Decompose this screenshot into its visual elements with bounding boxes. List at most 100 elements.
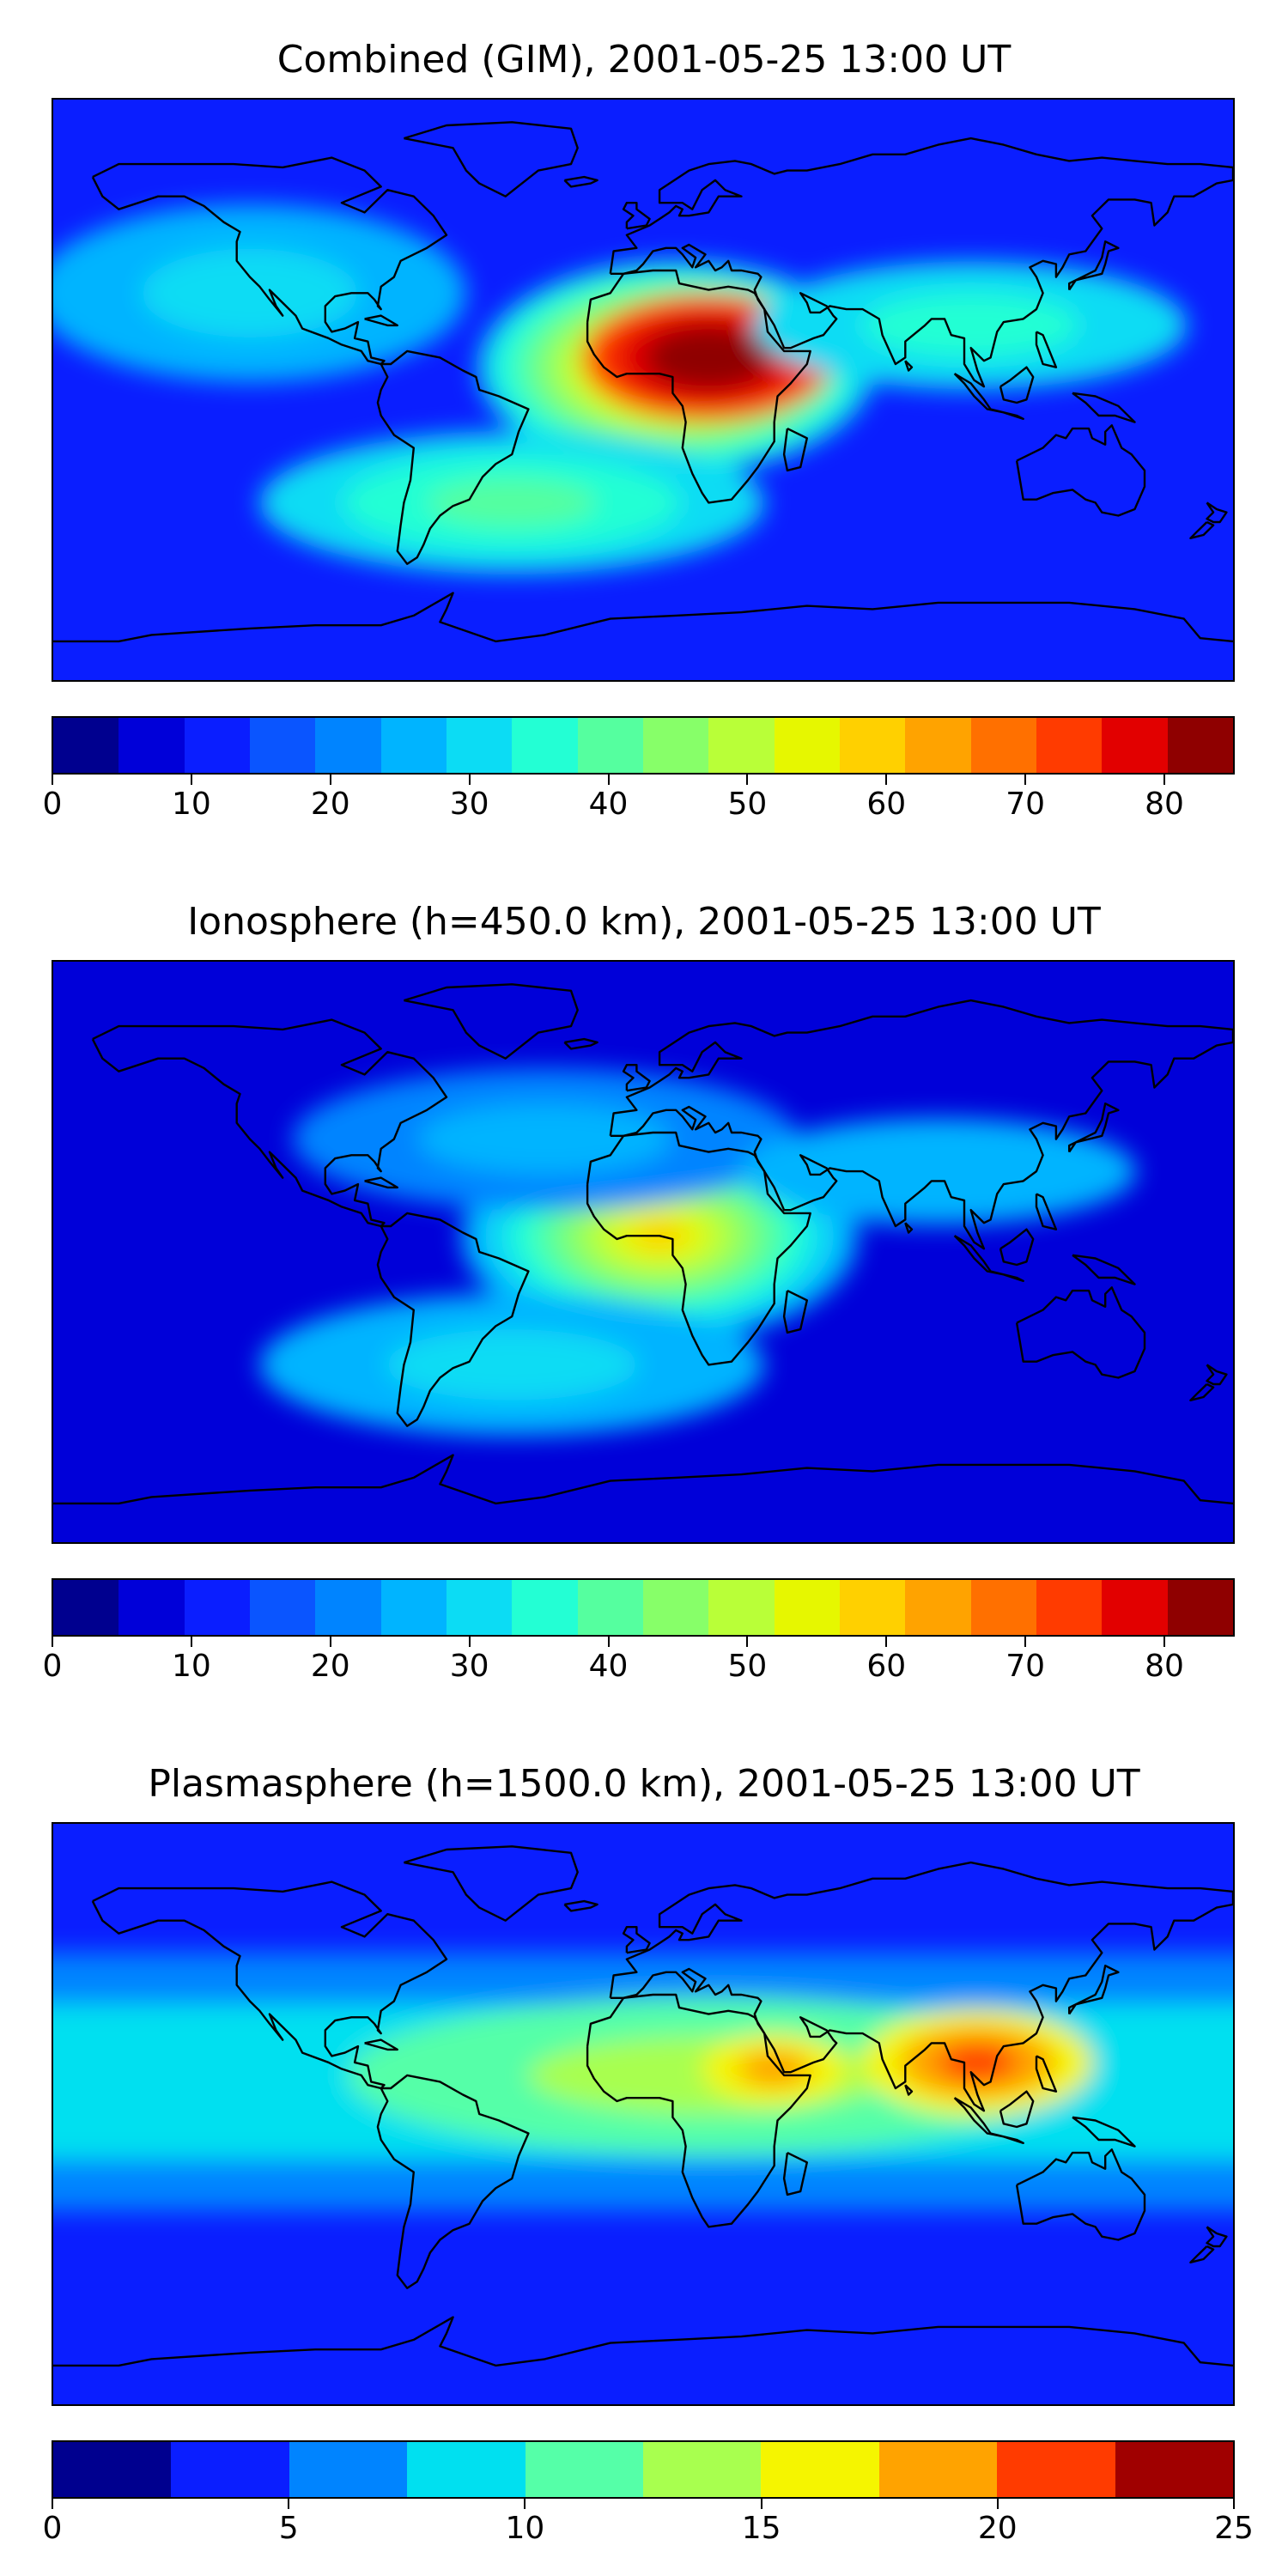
- colorbar-tick: [329, 1637, 331, 1647]
- coast-eurasia: [609, 1861, 1233, 2112]
- coast-uk: [622, 1925, 651, 1954]
- coast-sri-lanka: [904, 1222, 914, 1234]
- colorbar-segment: [525, 2442, 644, 2497]
- coast-australia: [1015, 2148, 1146, 2241]
- colorbar-tick: [190, 1637, 192, 1647]
- colorbar-tick-label: 0: [42, 787, 63, 822]
- colorbar-ticks-ionosphere: 0 10 20 30 40 50 60 70 80: [43, 1637, 1235, 1688]
- coast-iceland: [563, 175, 598, 188]
- colorbar-tick: [1163, 775, 1166, 785]
- colorbar-segment: [839, 1580, 906, 1635]
- colorbar-segment: [315, 1580, 381, 1635]
- coast-africa: [586, 1131, 811, 1366]
- coast-antarctica: [53, 1454, 1233, 1505]
- coast-north-america: [91, 1880, 448, 2090]
- colorbar-tick: [996, 2499, 999, 2509]
- colorbar-tick: [52, 775, 53, 785]
- coast-africa: [586, 269, 811, 504]
- coast-south-america: [376, 2074, 530, 2289]
- field-contour-level: [739, 1118, 1137, 1225]
- colorbar-segment: [1167, 718, 1233, 773]
- coast-cuba: [364, 314, 398, 327]
- colorbar-segment: [970, 718, 1036, 773]
- map-combined: [52, 98, 1235, 682]
- coast-new-zealand-south: [1189, 1382, 1215, 1401]
- panel-title-ionosphere: Ionosphere (h=450.0 km), 2001-05-25 13:0…: [187, 900, 1101, 944]
- panel-title-plasmasphere: Plasmasphere (h=1500.0 km), 2001-05-25 1…: [148, 1762, 1140, 1806]
- coast-new-zealand-south: [1189, 2245, 1215, 2263]
- coast-madagascar: [782, 428, 808, 472]
- coast-africa: [586, 1993, 811, 2228]
- colorbar-tick: [1163, 1637, 1166, 1647]
- coast-japan: [1067, 1964, 1120, 2015]
- coast-antarctica: [53, 592, 1233, 643]
- colorbar-tick: [329, 775, 331, 785]
- coast-new-zealand: [1206, 1364, 1228, 1386]
- colorbar-segment: [905, 718, 971, 773]
- coast-greenland: [404, 983, 579, 1060]
- coast-cuba: [364, 1176, 398, 1189]
- coast-sri-lanka: [904, 2084, 914, 2096]
- coast-iceland: [563, 1899, 598, 1912]
- field-contour-level: [677, 341, 741, 374]
- colorbar-segment: [512, 718, 578, 773]
- map-canvas: [53, 1824, 1233, 2404]
- colorbar-tick: [607, 775, 610, 785]
- colorbar-tick-label: 40: [588, 1649, 629, 1684]
- coast-japan: [1067, 1102, 1120, 1153]
- colorbar-segment: [642, 1580, 709, 1635]
- colorbar-segment: [1036, 1580, 1103, 1635]
- panel-title-combined: Combined (GIM), 2001-05-25 13:00 UT: [276, 38, 1012, 82]
- coast-south-america: [376, 349, 530, 565]
- coast-madagascar: [782, 2152, 808, 2196]
- coast-sri-lanka: [904, 360, 914, 372]
- colorbar-tick-label: 15: [741, 2511, 781, 2546]
- colorbar-segment: [774, 1580, 840, 1635]
- coast-new-zealand: [1206, 501, 1228, 524]
- colorbar-tick: [468, 775, 471, 785]
- coastlines: [53, 121, 1233, 643]
- colorbar-tick-label: 10: [171, 1649, 211, 1684]
- colorbar-tick: [760, 2499, 762, 2509]
- colorbar-segment: [577, 718, 643, 773]
- coast-antarctica: [53, 2316, 1233, 2367]
- field-contours: [53, 1953, 1233, 2211]
- colorbar-segment: [184, 718, 250, 773]
- colorbar-tick-label: 5: [278, 2511, 299, 2546]
- coast-philippines: [1035, 2055, 1058, 2093]
- coastlines: [53, 983, 1233, 1505]
- coast-greenland: [404, 1845, 579, 1922]
- coast-indonesia: [953, 2097, 1024, 2144]
- colorbar-tick: [1024, 1637, 1027, 1647]
- colorbar-tick: [885, 1637, 888, 1647]
- colorbar-tick-label: 30: [449, 1649, 489, 1684]
- coast-iceland: [563, 1037, 598, 1050]
- colorbar-segment: [407, 2442, 526, 2497]
- field-contour-level: [386, 1329, 639, 1400]
- coast-uk: [622, 1063, 651, 1092]
- map-plasmasphere: [52, 1822, 1235, 2406]
- colorbar-tick-label: 20: [310, 787, 350, 822]
- field-contour-level: [428, 478, 597, 526]
- coast-borneo: [999, 1228, 1035, 1267]
- map-canvas: [53, 100, 1233, 680]
- coast-new-zealand: [1206, 2226, 1228, 2248]
- colorbar-tick-label: 20: [310, 1649, 350, 1684]
- coast-indonesia: [953, 1235, 1024, 1282]
- colorbar-segment: [315, 718, 381, 773]
- colorbar-tick: [1024, 775, 1027, 785]
- colorbar-segment: [446, 718, 513, 773]
- colorbar-segment: [642, 718, 709, 773]
- colorbar-tick-label: 40: [588, 787, 629, 822]
- colorbar-segment: [249, 718, 316, 773]
- colorbar-tick-label: 50: [727, 787, 768, 822]
- colorbar-tick-label: 70: [1005, 1649, 1046, 1684]
- colorbar-tick-label: 0: [42, 1649, 63, 1684]
- coast-eurasia: [609, 137, 1233, 388]
- colorbar-ionosphere: [52, 1578, 1235, 1637]
- colorbar-segment: [118, 718, 185, 773]
- colorbar-segment: [708, 1580, 775, 1635]
- coast-indonesia: [953, 373, 1024, 420]
- coast-new-guinea: [1072, 2116, 1136, 2148]
- colorbar-segment: [380, 1580, 447, 1635]
